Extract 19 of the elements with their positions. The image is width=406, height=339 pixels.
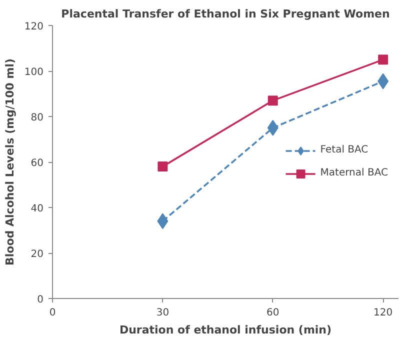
point: [158, 162, 168, 172]
y-tick-label: 20: [30, 249, 44, 260]
y-tick-label: 0: [37, 294, 44, 306]
y-tick-label: 40: [30, 204, 44, 214]
point: [268, 96, 278, 106]
x-tick-label: 60: [266, 308, 280, 318]
legend-label: Maternal BAC: [320, 168, 388, 178]
chart-title: Placental Transfer of Ethanol in Six Pregnant Women: [61, 8, 390, 20]
y-tick-label: 120: [24, 22, 44, 32]
y-axis-title: Blood Alcohol Levels (mg/100 ml): [3, 58, 16, 266]
y-tick-label: 60: [30, 158, 44, 169]
point: [378, 54, 388, 65]
y-tick-label: 80: [30, 112, 44, 124]
x-axis-title: Duration of ethanol infusion (min): [119, 324, 332, 336]
x-tick-label: 30: [156, 308, 170, 318]
legend-label: Fetal BAC: [320, 144, 368, 156]
y-tick-label: 100: [24, 67, 44, 78]
x-tick-label: 120: [374, 308, 393, 318]
x-tick-label: 0: [49, 308, 56, 318]
